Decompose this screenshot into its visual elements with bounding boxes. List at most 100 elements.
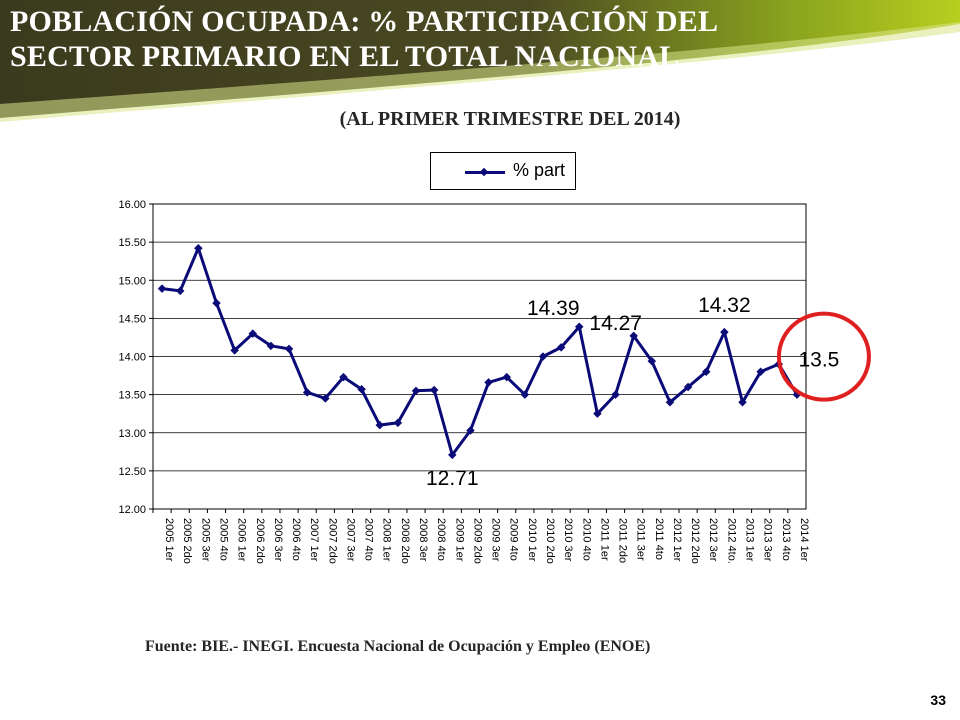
- x-tick-label: 2010 3er: [562, 518, 574, 562]
- x-tick-label: 2007 3er: [344, 518, 356, 562]
- x-tick-label: 2008 4to: [435, 518, 447, 561]
- data-point: [302, 388, 312, 397]
- data-point: [411, 386, 421, 396]
- slide-subtitle: (AL PRIMER TRIMESTRE DEL 2014): [339, 108, 681, 130]
- data-point: [738, 398, 747, 407]
- x-tick-label: 2005 1er: [163, 518, 175, 562]
- data-point: [611, 390, 620, 399]
- data-point: [448, 450, 457, 460]
- x-tick-label: 2006 3er: [272, 518, 284, 562]
- x-tick-label: 2011 4to: [653, 518, 665, 560]
- x-tick-label: 2010 2do: [544, 518, 556, 564]
- data-point: [248, 329, 258, 338]
- y-tick-label: 16.00: [118, 199, 146, 211]
- y-tick-label: 14.00: [118, 352, 146, 364]
- x-tick-label: 2011 3er: [635, 518, 647, 561]
- logo-mountains-icon: [63, 666, 121, 690]
- y-tick-label: 12.00: [118, 504, 146, 516]
- data-point: [683, 382, 693, 392]
- data-label: 13.5: [798, 349, 839, 372]
- slide-title: POBLACIÓN OCUPADA: % PARTICIPACIÓN DEL S…: [10, 4, 770, 74]
- data-point: [502, 372, 511, 382]
- y-tick-label: 15.50: [118, 237, 146, 249]
- data-label: 14.27: [589, 312, 642, 335]
- data-point: [157, 284, 167, 293]
- data-point: [266, 341, 276, 351]
- x-tick-label: 2006 1er: [236, 518, 248, 562]
- cna-logo: [63, 666, 121, 690]
- chart-legend: % part: [430, 152, 576, 190]
- data-label: 12.71: [426, 467, 479, 490]
- data-label: 14.39: [527, 297, 580, 320]
- data-point: [556, 343, 566, 352]
- data-point: [175, 286, 185, 296]
- x-tick-label: 2013 3er: [762, 518, 774, 562]
- x-tick-label: 2013 4to: [780, 518, 792, 561]
- x-tick-label: 2014 1er: [798, 518, 810, 562]
- data-point: [756, 367, 765, 376]
- data-point: [466, 426, 475, 435]
- x-tick-label: 2005 2do: [181, 518, 193, 564]
- data-point: [720, 327, 729, 337]
- y-tick-label: 13.50: [118, 390, 146, 402]
- data-point: [575, 322, 584, 332]
- x-tick-label: 2006 2do: [254, 518, 266, 564]
- data-point: [538, 352, 548, 361]
- page-number: 33: [930, 692, 946, 708]
- legend-marker-icon: [479, 167, 489, 177]
- data-point: [393, 418, 403, 428]
- source-note: Fuente: BIE.- INEGI. Encuesta Nacional d…: [145, 638, 651, 655]
- data-point: [629, 331, 638, 341]
- x-tick-label: 2011 1er: [598, 518, 610, 561]
- x-tick-label: 2005 4to: [217, 518, 229, 561]
- x-tick-label: 2007 2do: [326, 518, 338, 564]
- data-point: [194, 243, 203, 253]
- y-tick-label: 15.00: [118, 275, 146, 287]
- title-line-1: POBLACIÓN OCUPADA: % PARTICIPACIÓN DEL: [10, 5, 719, 38]
- data-point: [647, 356, 657, 366]
- x-tick-label: 2009 1er: [453, 518, 465, 562]
- x-tick-label: 2008 1er: [381, 518, 393, 562]
- data-point: [230, 346, 239, 355]
- y-tick-label: 14.50: [118, 313, 146, 325]
- x-tick-label: 2012 4to.: [725, 518, 737, 564]
- data-point: [665, 398, 675, 407]
- x-tick-label: 2010 1er: [526, 518, 538, 562]
- x-tick-label: 2006 4to: [290, 518, 302, 561]
- data-point: [321, 394, 330, 403]
- data-point: [375, 420, 384, 430]
- data-point: [520, 390, 530, 399]
- data-point: [339, 372, 348, 382]
- data-label: 14.32: [698, 294, 751, 317]
- data-point: [701, 367, 711, 376]
- x-tick-label: 2012 1er: [671, 518, 683, 562]
- x-tick-label: 2011 2do: [617, 518, 629, 563]
- logo-caption: Consejo Nacional Agropecuario: [14, 690, 176, 702]
- data-point: [593, 409, 602, 418]
- legend-line-swatch: [465, 167, 505, 177]
- x-tick-label: 2007 1er: [308, 518, 320, 562]
- x-tick-label: 2013 1er: [744, 518, 756, 562]
- header-band: [0, 0, 960, 122]
- y-tick-label: 12.50: [118, 466, 146, 478]
- x-tick-label: 2009 2do: [471, 518, 483, 564]
- x-tick-label: 2009 4to: [508, 518, 520, 561]
- title-line-2: SECTOR PRIMARIO EN EL TOTAL NACIONAL: [10, 40, 680, 73]
- x-tick-label: 2005 3er: [199, 518, 211, 562]
- x-tick-label: 2008 3er: [417, 518, 429, 562]
- y-tick-label: 13.00: [118, 428, 146, 440]
- legend-label: % part: [513, 160, 566, 180]
- x-tick-label: 2008 2do: [399, 518, 411, 564]
- data-point: [429, 385, 439, 395]
- x-tick-label: 2009 3er: [490, 518, 502, 562]
- data-point: [484, 378, 493, 387]
- x-tick-label: 2010 4to: [580, 518, 592, 561]
- data-point: [284, 344, 294, 354]
- x-tick-label: 2012 2do: [689, 518, 701, 564]
- data-point: [212, 298, 221, 308]
- data-point: [357, 385, 366, 394]
- highlight-circle: [776, 311, 871, 402]
- series-line: [161, 246, 799, 457]
- x-tick-label: 2012 3er: [707, 518, 719, 562]
